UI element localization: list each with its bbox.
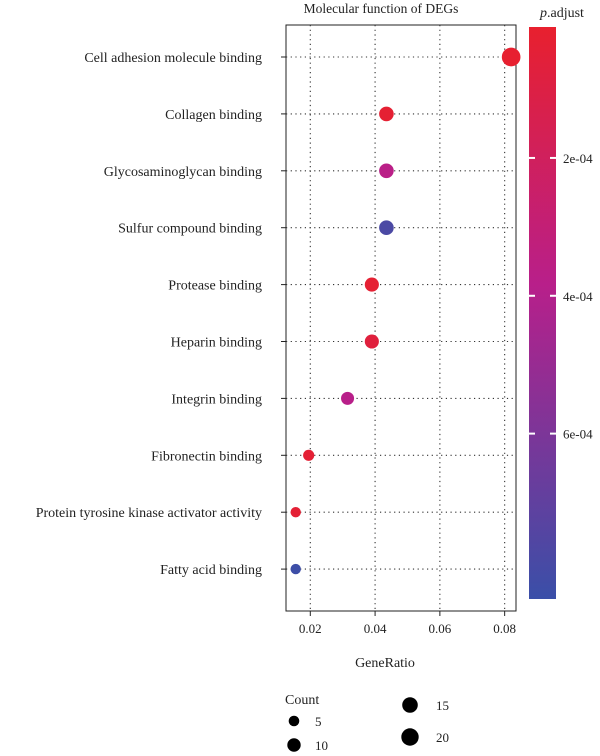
size-legend-label: 5 <box>315 714 322 729</box>
size-legend-dot <box>287 738 301 752</box>
x-tick-label: 0.06 <box>428 621 451 636</box>
category-label: Collagen binding <box>165 108 262 123</box>
size-legend-label: 20 <box>436 730 449 745</box>
x-axis-ticks: 0.02 0.04 0.06 0.08 <box>299 611 516 636</box>
color-bar-ticks: 2e-04 4e-04 6e-04 <box>529 151 593 442</box>
data-point <box>290 507 301 518</box>
data-point <box>379 163 394 179</box>
plot-panel <box>285 24 517 612</box>
data-point <box>379 220 394 236</box>
category-label: Fatty acid binding <box>160 563 262 578</box>
size-legend-dot <box>401 728 419 746</box>
chart-title: Molecular function of DEGs <box>304 1 459 16</box>
grid-lines <box>286 25 516 611</box>
size-legend-items: 5 10 15 20 <box>287 697 449 753</box>
data-point <box>364 334 379 349</box>
x-tick-label: 0.08 <box>493 621 516 636</box>
category-label: Fibronectin binding <box>151 449 262 464</box>
category-label: Protein tyrosine kinase activator activi… <box>36 506 262 521</box>
category-label: Integrin binding <box>171 392 262 407</box>
data-points <box>290 47 521 575</box>
category-label: Glycosaminoglycan binding <box>104 165 262 180</box>
size-legend-label: 15 <box>436 698 449 713</box>
category-label: Cell adhesion molecule binding <box>84 51 262 66</box>
size-legend-label: 10 <box>315 738 328 753</box>
category-labels: Cell adhesion molecule binding Collagen b… <box>36 51 286 578</box>
data-point <box>341 391 355 405</box>
data-point <box>379 106 394 122</box>
data-point <box>364 277 379 292</box>
data-point <box>501 47 521 67</box>
color-legend-title: p.adjust <box>539 6 584 21</box>
size-legend: Count 5 10 15 20 <box>285 693 449 753</box>
size-legend-title: Count <box>285 693 319 708</box>
color-bar-tick-label: 6e-04 <box>563 427 593 442</box>
category-label: Heparin binding <box>171 336 262 351</box>
category-label: Sulfur compound binding <box>118 222 262 237</box>
size-legend-dot <box>402 697 418 713</box>
x-tick-label: 0.04 <box>364 621 387 636</box>
color-bar <box>529 27 556 599</box>
color-bar-tick-label: 2e-04 <box>563 151 593 166</box>
x-tick-label: 0.02 <box>299 621 322 636</box>
x-axis-title: GeneRatio <box>355 656 415 671</box>
data-point <box>303 449 315 461</box>
size-legend-dot <box>288 715 300 727</box>
color-bar-tick-label: 4e-04 <box>563 289 593 304</box>
data-point <box>290 563 301 575</box>
category-label: Protease binding <box>168 279 262 294</box>
color-legend: p.adjust 2e-04 4e-04 6e-04 <box>529 6 593 599</box>
